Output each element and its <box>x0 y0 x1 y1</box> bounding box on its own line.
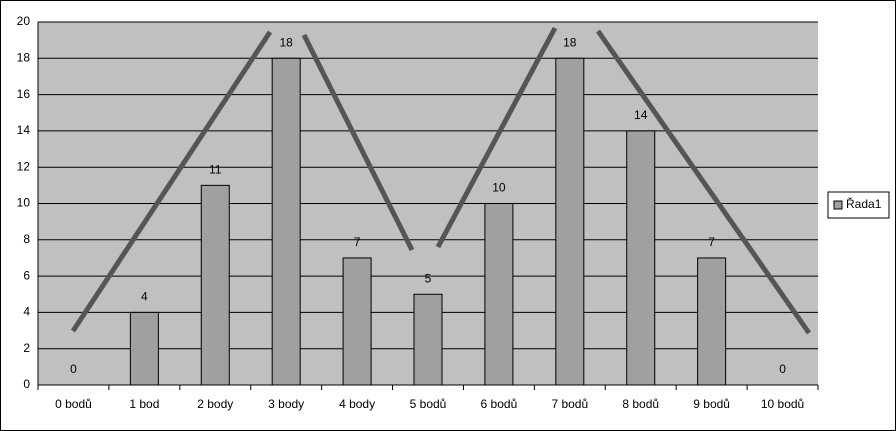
x-tick-label: 1 bod <box>129 397 159 411</box>
bar <box>413 293 443 386</box>
x-tick-label: 5 bodů <box>410 397 447 411</box>
x-tick-label: 4 body <box>339 397 375 411</box>
y-tick-label: 0 <box>23 377 30 391</box>
x-tick-label: 8 bodů <box>622 397 659 411</box>
x-tick-label: 6 bodů <box>481 397 518 411</box>
y-tick-label: 6 <box>23 268 30 282</box>
legend: Řada1 <box>827 191 890 219</box>
x-tick-label: 3 body <box>268 397 304 411</box>
bar <box>626 130 656 386</box>
legend-swatch <box>833 200 843 210</box>
y-tick-label: 16 <box>17 87 31 101</box>
annotation-line <box>435 26 558 249</box>
data-label: 14 <box>634 108 648 122</box>
x-tick-label: 0 bodů <box>55 397 92 411</box>
legend-label: Řada1 <box>846 196 882 211</box>
bar <box>484 203 514 386</box>
bar <box>271 57 301 386</box>
bar <box>342 257 372 386</box>
y-tick-label: 10 <box>17 196 31 210</box>
annotation-line <box>595 29 812 335</box>
grid <box>37 21 819 390</box>
y-tick-label: 8 <box>23 232 30 246</box>
bar <box>200 184 230 386</box>
data-label: 5 <box>425 271 432 285</box>
data-label: 4 <box>141 290 148 304</box>
bar <box>129 311 159 386</box>
y-tick-label: 18 <box>17 50 31 64</box>
data-label: 18 <box>563 35 577 49</box>
data-label: 10 <box>492 181 506 195</box>
x-tick-label: 2 body <box>197 397 233 411</box>
y-tick-label: 4 <box>23 305 30 319</box>
data-label: 7 <box>354 235 361 249</box>
bar <box>555 57 585 386</box>
data-label: 11 <box>209 163 222 177</box>
data-label: 18 <box>280 35 294 49</box>
y-tick-label: 20 <box>17 14 31 28</box>
annotation-lines <box>70 26 812 335</box>
data-label: 0 <box>70 362 77 376</box>
annotation-line <box>70 30 273 333</box>
x-tick-label: 10 bodů <box>761 397 804 411</box>
data-label: 0 <box>779 362 786 376</box>
annotation-line <box>301 33 415 252</box>
bars <box>129 57 727 386</box>
x-tick-label: 7 bodů <box>551 397 588 411</box>
data-label: 7 <box>708 235 715 249</box>
y-tick-label: 2 <box>23 341 30 355</box>
bar <box>697 257 727 386</box>
x-tick-label: 9 bodů <box>693 397 730 411</box>
y-tick-label: 12 <box>17 159 31 173</box>
y-tick-label: 14 <box>17 123 31 137</box>
